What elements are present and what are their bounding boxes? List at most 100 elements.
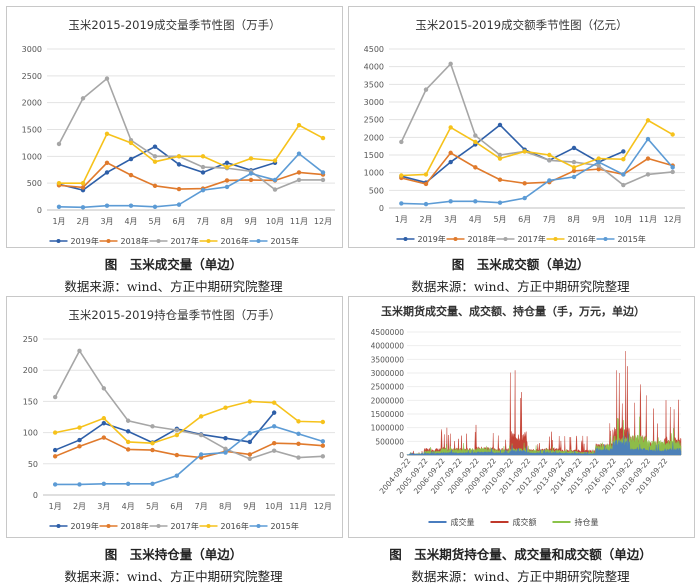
data-point: [152, 204, 158, 209]
data-point: [399, 139, 404, 145]
legend-label: 2015年: [271, 521, 299, 531]
data-point: [56, 204, 62, 209]
data-point: [80, 180, 86, 186]
data-point: [473, 139, 478, 145]
data-point: [77, 348, 82, 354]
data-point: [621, 182, 626, 188]
data-point: [224, 160, 230, 165]
data-point: [571, 168, 577, 174]
data-point: [271, 448, 277, 453]
data-point: [56, 180, 62, 186]
x-tick-label: 1月: [52, 217, 65, 226]
data-point: [125, 439, 131, 445]
data-point: [150, 447, 155, 453]
data-point: [497, 200, 503, 205]
data-point: [571, 159, 577, 165]
data-point: [320, 135, 326, 141]
series-line-2018年: [54, 436, 323, 459]
x-tick-label: 2月: [419, 215, 432, 224]
data-point: [104, 76, 110, 81]
x-tick-label: 5月: [148, 217, 161, 226]
data-point: [52, 447, 58, 453]
legend-marker: [603, 237, 608, 241]
data-point: [224, 178, 230, 183]
data-point: [174, 452, 180, 458]
data-point: [670, 165, 675, 170]
data-point: [174, 473, 180, 478]
legend-marker: [56, 524, 61, 528]
x-tick-label: 3月: [100, 217, 113, 226]
legend-label: 2018年: [121, 236, 149, 246]
data-point: [571, 145, 577, 151]
data-point: [176, 154, 182, 159]
data-point: [150, 424, 155, 429]
series-line-2016年: [401, 119, 674, 177]
data-point: [423, 172, 429, 177]
data-point: [223, 450, 228, 455]
data-point: [247, 456, 253, 462]
data-point: [80, 96, 86, 101]
y-tick-label: 150: [23, 397, 38, 406]
x-tick-label: 10月: [266, 217, 284, 226]
chart-turnover: 玉米2015-2019成交额季节性图（亿元） 0 500 1000 1500 2000 25…: [364, 18, 685, 244]
legend-label: 持仓量: [575, 517, 599, 527]
data-point: [247, 431, 253, 436]
data-point: [200, 154, 206, 159]
x-tick-label: 5月: [493, 215, 506, 224]
data-point: [473, 199, 478, 204]
data-point: [547, 178, 552, 183]
data-point: [621, 149, 626, 154]
data-point: [200, 170, 206, 175]
data-point: [399, 201, 404, 206]
data-point: [80, 205, 86, 210]
y-tick-label: 0: [37, 206, 42, 215]
legend-label: 2018年: [468, 234, 496, 244]
data-point: [272, 177, 278, 183]
source-volume: 数据来源：wind、方正中期研究院整理: [64, 279, 283, 294]
data-point: [198, 432, 204, 438]
data-point: [223, 436, 228, 441]
data-point: [296, 431, 301, 437]
chart-title: 玉米期货成交量、成交额、持仓量（手，万元，单边）: [381, 304, 645, 318]
x-tick-label: 12月: [314, 502, 332, 511]
data-point: [473, 133, 478, 138]
series-line-2015年: [55, 425, 324, 486]
y-tick-label: 1500: [22, 126, 42, 135]
data-point: [296, 455, 301, 460]
y-tick-label: 3500000: [371, 355, 405, 364]
data-point: [128, 156, 134, 162]
data-point: [128, 140, 134, 146]
series-line-2018年: [58, 161, 324, 190]
legend-marker: [256, 239, 261, 243]
y-tick-label: 2000000: [371, 396, 405, 405]
data-point: [104, 170, 110, 175]
data-point: [248, 171, 254, 176]
caption-open-interest: 图 玉米持仓量（单边）: [104, 547, 243, 562]
y-tick-label: 50: [28, 460, 38, 469]
y-tick-label: 1000000: [371, 424, 405, 433]
x-tick-label: 7月: [196, 217, 209, 226]
legend-marker: [503, 237, 508, 241]
legend-marker: [56, 239, 61, 243]
data-point: [571, 165, 577, 170]
x-tick-label: 10月: [265, 502, 283, 511]
y-tick-label: 3000000: [371, 369, 405, 378]
y-tick-label: 2500: [22, 72, 42, 81]
x-tick-label: 8月: [219, 502, 232, 511]
data-point: [320, 443, 326, 448]
data-point: [128, 172, 134, 178]
x-tick-label: 8月: [220, 217, 233, 226]
data-point: [497, 152, 503, 158]
data-point: [522, 195, 527, 201]
data-point: [621, 172, 626, 177]
x-tick-label: 8月: [567, 215, 580, 224]
data-point: [80, 185, 86, 190]
data-point: [296, 151, 302, 156]
y-tick-label: 2500: [364, 116, 384, 125]
chart-panel-turnover: 玉米2015-2019成交额季节性图（亿元） 0 500 1000 1500 2000 25…: [348, 6, 695, 248]
x-tick-label: 4月: [124, 217, 137, 226]
data-point: [52, 430, 58, 435]
legend-label: 2018年: [121, 521, 149, 531]
x-tick-label: 12月: [664, 215, 682, 224]
chart-panel-futures-history: 玉米期货成交量、成交额、持仓量（手，万元，单边） 0 500000 1000000 15…: [348, 296, 695, 538]
